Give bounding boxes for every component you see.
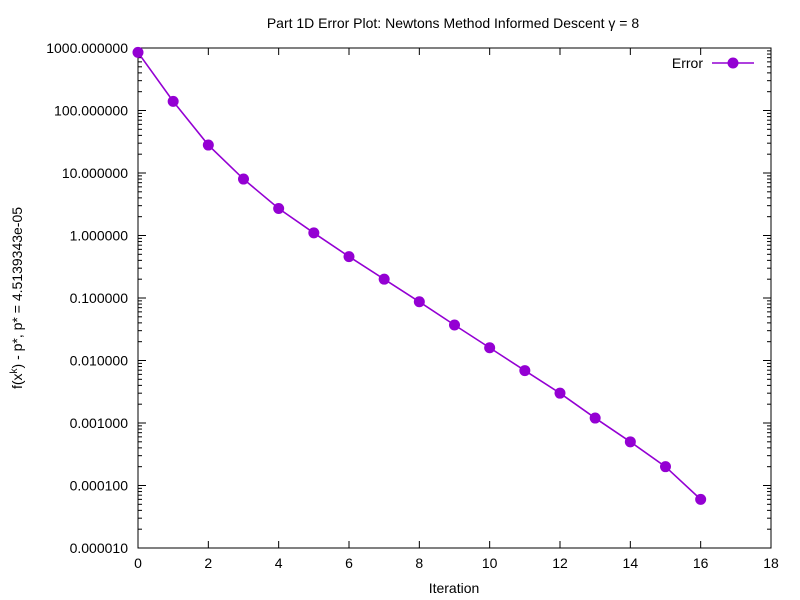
data-point (343, 251, 355, 263)
y-tick-label: 0.001000 (70, 415, 129, 431)
data-point (167, 95, 179, 107)
x-tick-label: 8 (415, 555, 423, 571)
x-tick-label: 4 (275, 555, 283, 571)
data-point (132, 46, 144, 58)
y-axis-label-prefix: f(x (9, 373, 25, 389)
data-point (554, 387, 566, 399)
data-point (695, 493, 707, 505)
x-tick-label: 6 (345, 555, 353, 571)
data-point (624, 436, 636, 448)
y-tick-label: 10.000000 (62, 165, 128, 181)
legend-marker (727, 57, 739, 69)
y-tick-label: 0.000010 (70, 540, 129, 556)
y-axis-label: f(xk) - p*, p* = 4.5139343e-05 (9, 207, 25, 389)
y-tick-label: 0.000100 (70, 478, 129, 494)
x-tick-label: 12 (552, 555, 568, 571)
x-tick-label: 14 (623, 555, 639, 571)
data-point (308, 227, 320, 239)
y-tick-label: 100.000000 (54, 103, 128, 119)
x-axis-label: Iteration (429, 580, 480, 596)
y-tick-label: 0.100000 (70, 290, 129, 306)
series-group (132, 46, 707, 505)
data-point (273, 203, 285, 215)
data-point (519, 365, 531, 377)
data-point (449, 319, 460, 331)
x-tick-label: 2 (204, 555, 212, 571)
y-tick-label: 0.010000 (70, 353, 129, 369)
x-tick-label: 0 (134, 555, 142, 571)
data-point (238, 173, 249, 185)
y-axis-label-suffix: ) - p*, p* = 4.5139343e-05 (9, 207, 25, 369)
data-point (202, 139, 214, 151)
legend: Error (672, 55, 754, 71)
x-tick-label: 10 (482, 555, 498, 571)
y-tick-label: 1.000000 (70, 228, 129, 244)
y-tick-label: 1000.000000 (46, 40, 128, 56)
chart-title: Part 1D Error Plot: Newtons Method Infor… (267, 15, 640, 31)
y-axis-label-superscript: k (9, 367, 20, 373)
ticks-group: 0 2 4 6 8 10 12 14 16 18 1000.000000 100.000000 10.0… (46, 40, 779, 571)
x-tick-label: 16 (693, 555, 709, 571)
data-point (660, 461, 671, 473)
data-point (589, 412, 601, 424)
data-point (484, 342, 496, 354)
data-point (378, 273, 390, 285)
data-point (413, 296, 425, 308)
legend-label: Error (672, 55, 703, 71)
x-tick-label: 18 (763, 555, 779, 571)
